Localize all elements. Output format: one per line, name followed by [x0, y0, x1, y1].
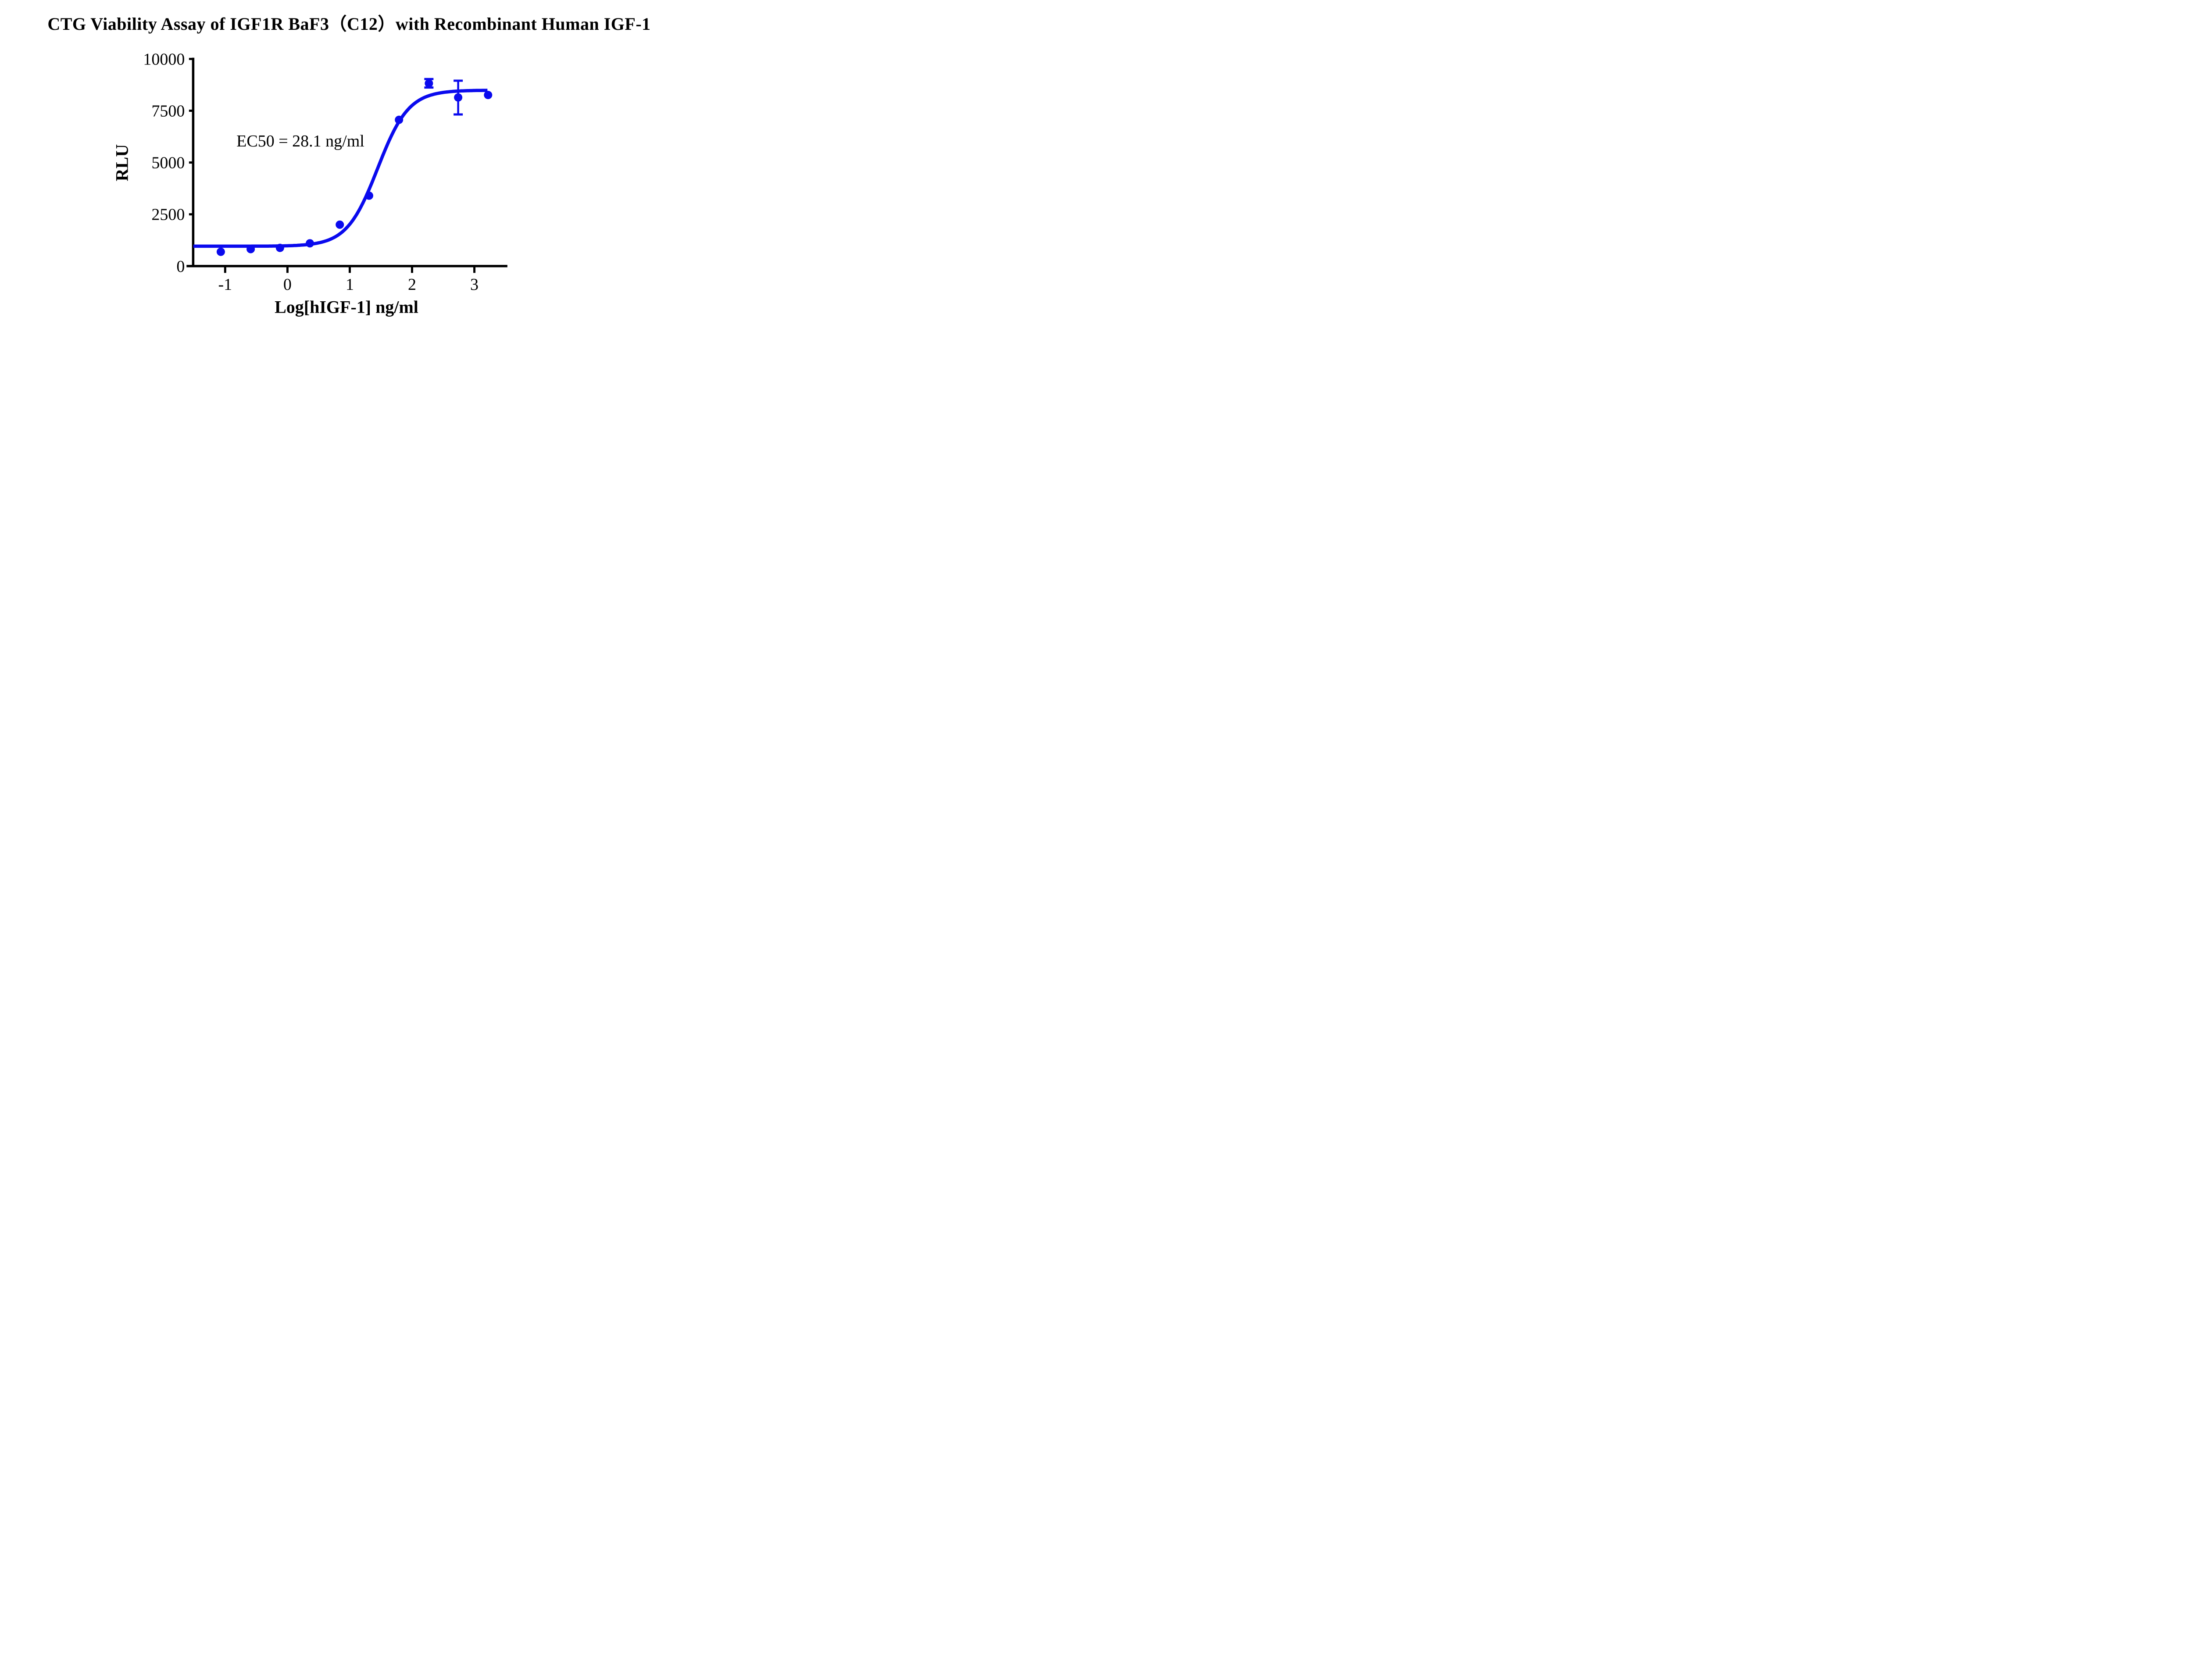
- y-tick-label: 5000: [151, 154, 185, 172]
- ec50-annotation: EC50 = 28.1 ng/ml: [236, 132, 364, 150]
- y-tick-label: 10000: [143, 50, 185, 68]
- data-point-marker: [364, 191, 373, 200]
- chart-title: CTG Viability Assay of IGF1R BaF3（C12）wi…: [47, 14, 651, 34]
- data-point-marker: [306, 239, 314, 248]
- x-tick-label: 3: [470, 275, 479, 294]
- data-point-marker: [454, 93, 463, 102]
- sigmoid-curve: [193, 89, 488, 248]
- data-point-marker: [216, 247, 225, 256]
- x-tick-label: 2: [408, 275, 416, 294]
- data-point-marker: [395, 115, 404, 124]
- x-tick-label: 1: [346, 275, 354, 294]
- x-tick-label: 0: [283, 275, 292, 294]
- fit-curve: [193, 89, 488, 248]
- data-point-marker: [246, 245, 255, 253]
- data-points: [216, 79, 493, 256]
- y-axis-title: RLU: [112, 144, 132, 182]
- data-point-marker: [484, 91, 493, 100]
- y-tick-label: 7500: [151, 102, 185, 121]
- dose-response-plot: 0 2500 5000 7500 10000 -1 0 1 2 3: [143, 50, 507, 294]
- x-tick-label: -1: [218, 275, 232, 294]
- figure-canvas: CTG Viability Assay of IGF1R BaF3（C12）wi…: [0, 0, 698, 336]
- tick-labels: 0 2500 5000 7500 10000 -1 0 1 2 3: [143, 50, 479, 294]
- x-axis-title: Log[hIGF-1] ng/ml: [275, 297, 418, 317]
- axes: [186, 57, 507, 273]
- data-point-marker: [275, 243, 284, 252]
- data-point-marker: [336, 220, 344, 229]
- data-point-marker: [425, 79, 433, 88]
- y-tick-label: 0: [176, 257, 185, 276]
- y-tick-label: 2500: [151, 206, 185, 224]
